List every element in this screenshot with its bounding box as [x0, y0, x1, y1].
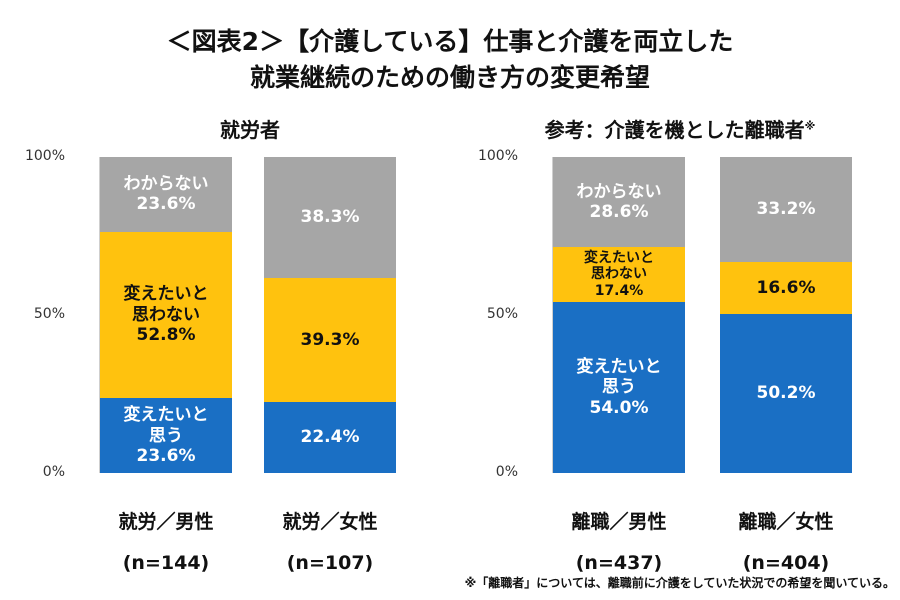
- bar-data-label: 16.6%: [720, 262, 852, 314]
- chart-subtitle: 就業継続のための働き方の変更希望: [249, 63, 650, 92]
- bar-data-label-line: 17.4%: [594, 283, 644, 300]
- bar-data-label-line: 変えたいと: [584, 249, 654, 266]
- bar-segment-no_change: [553, 247, 685, 303]
- y-tick-label: 50%: [486, 306, 518, 322]
- bar-segment-want_change: [100, 398, 232, 473]
- bar-segment-unknown: [100, 157, 232, 232]
- bar-data-label: 38.3%: [264, 157, 396, 278]
- bar-data-label: 変えたいと 思う 23.6%: [100, 398, 232, 473]
- bar-data-label-line: 52.8%: [136, 325, 196, 346]
- category-label: 就労／女性 (n=107): [240, 507, 420, 574]
- bar-data-label-line: 38.3%: [300, 207, 360, 228]
- y-axis-line: [552, 157, 553, 473]
- panel-title-note: ※: [804, 119, 816, 133]
- bar-data-label-line: 22.4%: [300, 427, 360, 448]
- bar-data-label-line: 16.6%: [756, 277, 816, 298]
- y-tick-label: 50%: [33, 306, 65, 322]
- bar-segment-no_change: [720, 261, 852, 315]
- category-label: 離職／女性 (n=404): [696, 507, 876, 574]
- category-name: 離職／女性: [738, 511, 834, 533]
- panel-title-resigned-text: 参考：介護を機とした離職者: [544, 118, 805, 142]
- panel-title-employed: 就労者: [100, 114, 400, 143]
- bar-data-label-line: 23.6%: [136, 194, 196, 215]
- bar-segment-no_change: [264, 278, 396, 403]
- bar-segment-want_change: [720, 314, 852, 473]
- category-sample-size: (n=144): [122, 552, 210, 574]
- bar-segment-no_change: [100, 231, 232, 399]
- bar-data-label-line: 思う: [602, 377, 636, 398]
- category-sample-size: (n=437): [575, 552, 663, 574]
- bar-data-label-line: 50.2%: [756, 383, 816, 404]
- bar-data-label-line: 思わない: [132, 304, 200, 325]
- y-tick-label: 100%: [24, 148, 65, 164]
- bar-segment-unknown: [264, 157, 396, 279]
- bar-data-label-line: 変えたいと: [123, 284, 209, 305]
- category-sample-size: (n=404): [742, 552, 830, 574]
- category-label: 離職／男性 (n=437): [529, 507, 709, 574]
- category-sample-size: (n=107): [286, 552, 374, 574]
- bar-data-label-line: わからない: [576, 181, 662, 202]
- y-tick-label: 0%: [42, 464, 65, 480]
- bar-data-label: 39.3%: [264, 278, 396, 402]
- bar-data-label-line: 変えたいと: [123, 405, 209, 426]
- bar-data-label: 50.2%: [720, 314, 852, 473]
- y-tick-label: 0%: [495, 464, 518, 480]
- bar-data-label-line: 23.6%: [136, 445, 196, 466]
- bar-segment-want_change: [553, 302, 685, 473]
- y-axis-line: [99, 157, 100, 473]
- footnote: ※「離職者」については、離職前に介護をしていた状況での希望を聞いている。: [464, 576, 895, 590]
- bar-data-label: 33.2%: [720, 157, 852, 262]
- bar-data-label-line: 39.3%: [300, 329, 360, 350]
- chart-title: ＜図表2＞【介護している】仕事と介護を両立した: [166, 27, 734, 56]
- bar-data-label-line: 33.2%: [756, 199, 816, 220]
- bar-data-label: わからない 28.6%: [553, 157, 685, 247]
- bar-data-label: 変えたいと 思わない 52.8%: [100, 232, 232, 399]
- category-name: 離職／男性: [571, 511, 667, 533]
- bar-data-label-line: 変えたいと: [576, 357, 662, 378]
- bar-data-label: 変えたいと 思わない 17.4%: [553, 247, 685, 302]
- bar-data-label: 22.4%: [264, 402, 396, 473]
- y-tick-label: 100%: [477, 148, 518, 164]
- bar-segment-unknown: [553, 157, 685, 248]
- bar-data-label: わからない 23.6%: [100, 157, 232, 232]
- bar-data-label: 変えたいと 思う 54.0%: [553, 302, 685, 473]
- bar-data-label-line: 思う: [149, 425, 183, 446]
- panel-title-resigned: 参考：介護を機とした離職者※: [470, 114, 890, 143]
- category-label: 就労／男性 (n=144): [76, 507, 256, 574]
- bar-segment-unknown: [720, 157, 852, 262]
- bar-data-label-line: 28.6%: [589, 202, 649, 223]
- bar-data-label-line: 54.0%: [589, 397, 649, 418]
- category-name: 就労／男性: [118, 511, 214, 533]
- bar-segment-want_change: [264, 402, 396, 473]
- category-name: 就労／女性: [282, 511, 378, 533]
- bar-data-label-line: わからない: [123, 173, 209, 194]
- panel-title-employed-text: 就労者: [220, 118, 280, 142]
- bar-data-label-line: 思わない: [591, 266, 647, 283]
